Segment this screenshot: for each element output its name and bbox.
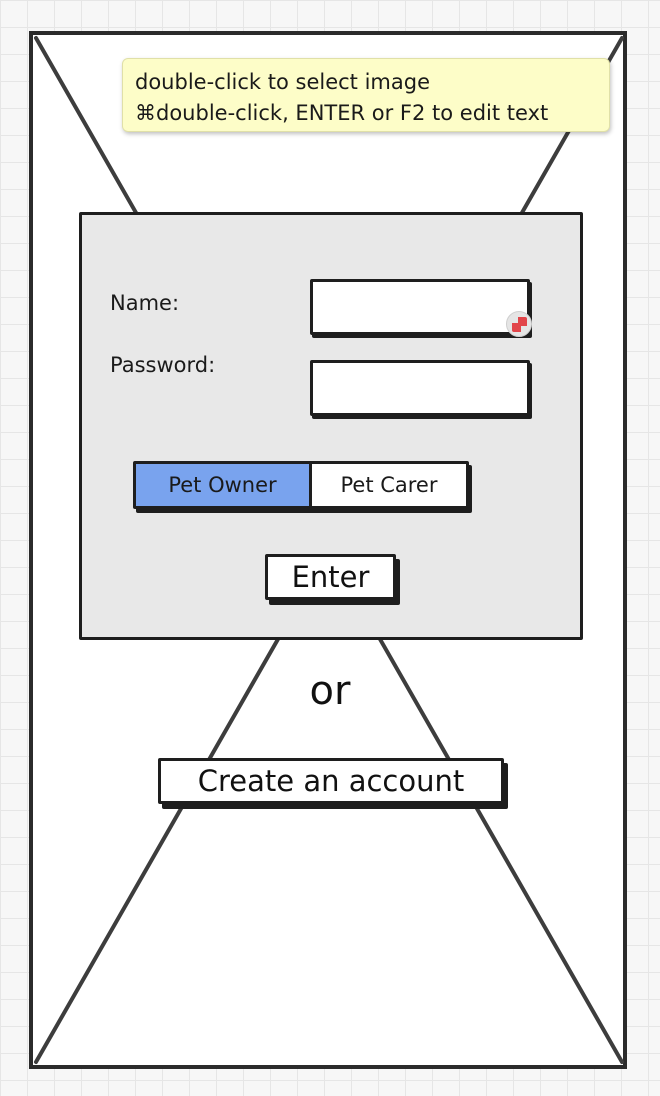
role-option-pet-carer[interactable]: Pet Carer (312, 464, 466, 506)
role-option-pet-owner[interactable]: Pet Owner (136, 464, 312, 506)
edit-hint-tooltip: double-click to select image ⌘double-cli… (122, 58, 610, 132)
create-account-button[interactable]: Create an account (158, 758, 504, 804)
name-input[interactable] (310, 279, 530, 335)
password-label: Password: (110, 353, 216, 377)
tooltip-line-2: ⌘double-click, ENTER or F2 to edit text (135, 101, 549, 125)
role-toggle: Pet Owner Pet Carer (133, 461, 469, 509)
name-label: Name: (110, 291, 180, 315)
or-separator: or (309, 668, 351, 714)
edit-external-icon[interactable] (506, 311, 532, 337)
enter-button[interactable]: Enter (265, 554, 396, 600)
tooltip-line-1: double-click to select image (135, 70, 430, 94)
password-input[interactable] (310, 360, 530, 416)
